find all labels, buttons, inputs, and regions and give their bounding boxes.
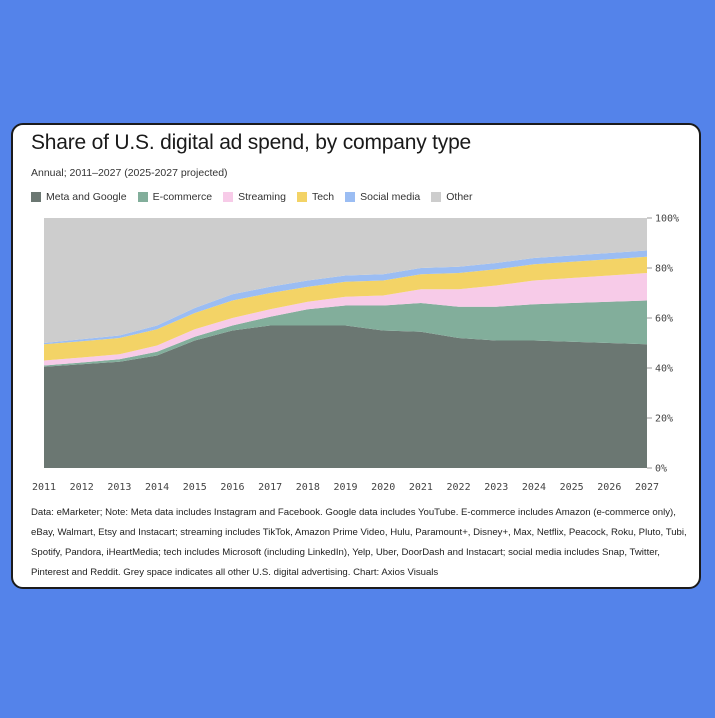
x-tick-label: 2026 xyxy=(597,482,621,493)
x-tick-label: 2027 xyxy=(635,482,659,493)
y-tick-label: 100% xyxy=(655,214,679,225)
x-tick-label: 2022 xyxy=(447,482,471,493)
legend-item-ecommerce: E-commerce xyxy=(137,191,213,203)
legend-swatch xyxy=(223,192,234,202)
x-tick-label: 2023 xyxy=(484,482,508,493)
area-series-e-commerce xyxy=(44,300,647,367)
legend-swatch xyxy=(137,192,148,202)
legend-swatch xyxy=(31,192,41,202)
legend-swatch xyxy=(296,192,307,202)
y-tick-label: 80% xyxy=(655,264,673,275)
legend: Meta and Google E-commerce Streaming Tec… xyxy=(31,191,484,203)
area-series-other xyxy=(44,218,647,343)
x-tick-label: 2019 xyxy=(333,482,357,493)
x-tick-label: 2014 xyxy=(145,482,169,493)
x-tick-label: 2024 xyxy=(522,482,546,493)
area-series-streaming xyxy=(44,273,647,366)
legend-label: Other xyxy=(446,191,473,203)
legend-swatch xyxy=(345,192,356,202)
x-tick-label: 2018 xyxy=(296,482,320,493)
legend-item-other: Other xyxy=(431,191,473,203)
legend-item-tech: Tech xyxy=(296,191,335,203)
stacked-area-chart: 0% 20% 40% 60% 80% 100% 2011 2012 2013 2014 2015 20… xyxy=(32,214,679,494)
legend-label: E-commerce xyxy=(152,191,213,203)
chart-card: Share of U.S. digital ad spend, by compa… xyxy=(11,123,701,589)
x-tick-label: 2012 xyxy=(70,482,94,493)
area-series-meta-and-google xyxy=(44,325,647,468)
x-tick-label: 2017 xyxy=(258,482,282,493)
y-tick-label: 60% xyxy=(655,314,673,325)
area-series-social-media xyxy=(44,250,647,345)
x-tick-label: 2021 xyxy=(409,482,433,493)
x-tick-label: 2011 xyxy=(32,482,56,493)
legend-item-social-media: Social media xyxy=(345,191,420,203)
legend-label: Meta and Google xyxy=(46,191,127,203)
legend-swatch xyxy=(431,192,442,202)
legend-label: Tech xyxy=(311,191,335,203)
y-tick-label: 0% xyxy=(655,464,667,475)
source-note: Data: eMarketer; Note: Meta data include… xyxy=(31,507,687,578)
legend-item-streaming: Streaming xyxy=(223,191,286,203)
chart-subtitle: Annual; 2011–2027 (2025-2027 projected) xyxy=(31,167,228,179)
x-tick-label: 2015 xyxy=(183,482,207,493)
y-tick-label: 20% xyxy=(655,414,673,425)
x-tick-label: 2025 xyxy=(560,482,584,493)
x-tick-label: 2016 xyxy=(220,482,244,493)
legend-label: Social media xyxy=(360,191,421,203)
legend-label: Streaming xyxy=(238,191,286,203)
chart-title: Share of U.S. digital ad spend, by compa… xyxy=(31,131,472,154)
legend-item-meta-google: Meta and Google xyxy=(31,191,127,203)
x-tick-label: 2013 xyxy=(107,482,131,493)
area-series-tech xyxy=(44,256,647,361)
y-tick-label: 40% xyxy=(655,364,673,375)
x-tick-label: 2020 xyxy=(371,482,395,493)
